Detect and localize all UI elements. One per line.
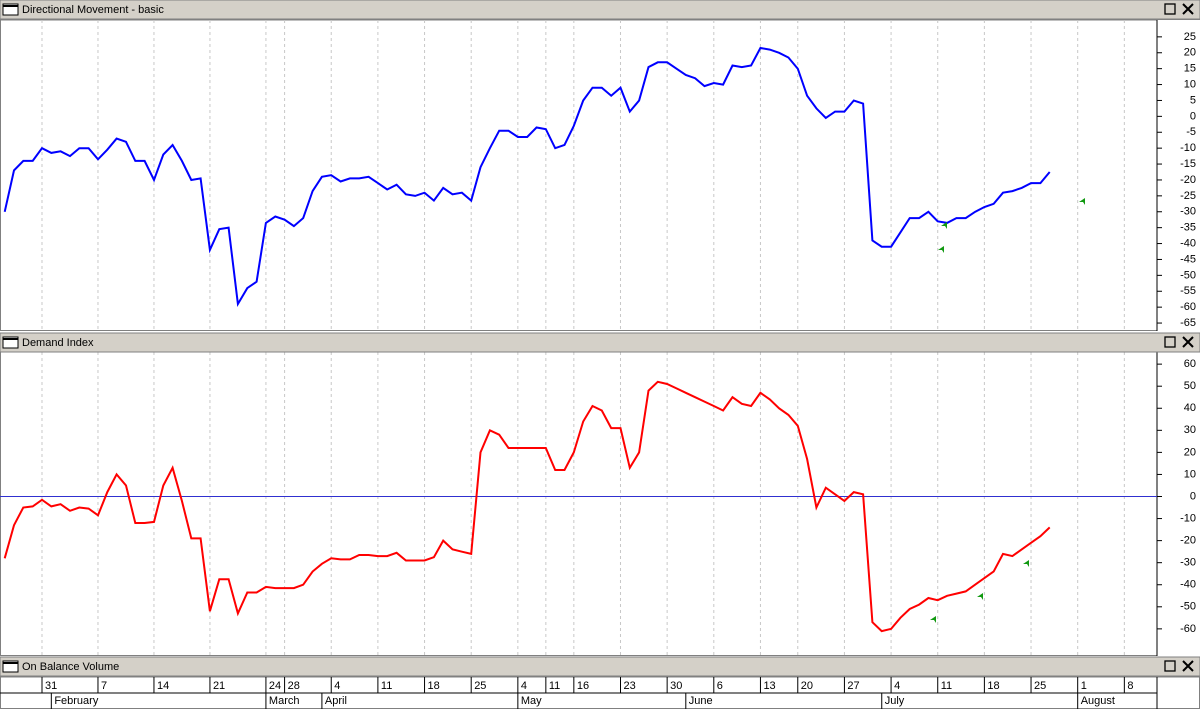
maximize-button[interactable] bbox=[1164, 336, 1176, 348]
x-tick-label: 31 bbox=[45, 680, 57, 692]
month-label: April bbox=[325, 695, 347, 707]
x-tick-label: 14 bbox=[157, 680, 169, 692]
close-button[interactable] bbox=[1182, 336, 1194, 348]
panel-title: On Balance Volume bbox=[22, 661, 119, 673]
y-tick-label: -35 bbox=[1180, 222, 1196, 234]
annotation-arrows bbox=[926, 198, 1085, 628]
y-tick-label: -10 bbox=[1180, 142, 1196, 154]
month-label: March bbox=[269, 695, 300, 707]
x-tick-label: 24 bbox=[269, 680, 281, 692]
y-tick-label: 60 bbox=[1184, 358, 1196, 370]
maximize-button[interactable] bbox=[1164, 3, 1176, 15]
y-tick-label: 25 bbox=[1184, 31, 1196, 43]
arrow bbox=[973, 593, 983, 605]
x-tick-label: 23 bbox=[623, 680, 635, 692]
y-tick-label: 10 bbox=[1184, 78, 1196, 90]
window-icon bbox=[2, 660, 19, 673]
x-tick-label: 18 bbox=[428, 680, 440, 692]
panel-title: Directional Movement - basic bbox=[22, 4, 164, 16]
y-tick-label: -30 bbox=[1180, 557, 1196, 569]
y-tick-label: -60 bbox=[1180, 623, 1196, 635]
y-tick-label: -20 bbox=[1180, 174, 1196, 186]
arrow bbox=[1075, 198, 1085, 210]
arrow bbox=[926, 616, 936, 628]
arrow bbox=[934, 246, 944, 258]
y-tick-label: -65 bbox=[1180, 317, 1196, 329]
y-tick-label: -10 bbox=[1180, 512, 1196, 524]
x-tick-label: 11 bbox=[941, 680, 952, 692]
y-tick-label: 20 bbox=[1184, 446, 1196, 458]
x-tick-label: 4 bbox=[334, 680, 340, 692]
maximize-button[interactable] bbox=[1164, 660, 1176, 672]
y-tick-label: -15 bbox=[1180, 158, 1196, 170]
x-tick-label: 18 bbox=[987, 680, 999, 692]
y-tick-label: -30 bbox=[1180, 206, 1196, 218]
month-label: May bbox=[521, 695, 542, 707]
data-line bbox=[3, 46, 1051, 308]
x-tick-label: 20 bbox=[801, 680, 813, 692]
y-tick-label: 0 bbox=[1190, 110, 1196, 122]
y-tick-label: 30 bbox=[1184, 424, 1196, 436]
y-tick-label: 40 bbox=[1184, 402, 1196, 414]
y-tick-label: 10 bbox=[1184, 468, 1196, 480]
arrow bbox=[937, 222, 947, 234]
y-tick-label: 15 bbox=[1184, 63, 1196, 75]
y-tick-label: -55 bbox=[1180, 285, 1196, 297]
y-tick-label: -25 bbox=[1180, 190, 1196, 202]
x-tick-label: 11 bbox=[381, 680, 392, 692]
y-axis-area bbox=[1157, 352, 1200, 656]
x-tick-label: 28 bbox=[288, 680, 300, 692]
y-tick-label: -5 bbox=[1186, 126, 1196, 138]
x-tick-label: 16 bbox=[577, 680, 589, 692]
y-tick-label: -40 bbox=[1180, 237, 1196, 249]
panel-title: Demand Index bbox=[22, 337, 94, 349]
x-tick-label: 13 bbox=[763, 680, 775, 692]
x-tick-label: 8 bbox=[1127, 680, 1133, 692]
arrow bbox=[1019, 560, 1029, 572]
title-bar bbox=[0, 0, 1200, 20]
close-button[interactable] bbox=[1182, 3, 1194, 15]
x-tick-label: 25 bbox=[474, 680, 486, 692]
y-tick-label: -40 bbox=[1180, 579, 1196, 591]
x-tick-label: 30 bbox=[670, 680, 682, 692]
x-tick-label: 1 bbox=[1081, 680, 1087, 692]
x-tick-label: 4 bbox=[521, 680, 527, 692]
data-line bbox=[3, 380, 1051, 633]
month-label: July bbox=[885, 695, 905, 707]
y-tick-label: 0 bbox=[1190, 490, 1196, 502]
x-tick-label: 6 bbox=[717, 680, 723, 692]
x-tick-label: 27 bbox=[847, 680, 859, 692]
y-tick-label: -45 bbox=[1180, 253, 1196, 265]
x-tick-label: 4 bbox=[894, 680, 900, 692]
close-button[interactable] bbox=[1182, 660, 1194, 672]
x-tick-label: 25 bbox=[1034, 680, 1046, 692]
window-icon bbox=[2, 336, 19, 349]
y-tick-label: 50 bbox=[1184, 380, 1196, 392]
y-tick-label: -50 bbox=[1180, 601, 1196, 613]
month-label: February bbox=[54, 695, 99, 707]
y-tick-label: -20 bbox=[1180, 535, 1196, 547]
x-tick-label: 21 bbox=[213, 680, 225, 692]
y-tick-label: 20 bbox=[1184, 47, 1196, 59]
title-bar bbox=[0, 332, 1200, 353]
x-tick-label: 11 bbox=[549, 680, 560, 692]
title-bar bbox=[0, 656, 1200, 677]
y-tick-label: -60 bbox=[1180, 301, 1196, 313]
y-tick-label: -50 bbox=[1180, 269, 1196, 281]
month-label: June bbox=[689, 695, 713, 707]
window-icon bbox=[2, 3, 19, 16]
y-tick-label: 5 bbox=[1190, 94, 1196, 106]
y-axis-area bbox=[1157, 20, 1200, 331]
month-label: August bbox=[1081, 695, 1115, 707]
x-tick-label: 7 bbox=[101, 680, 107, 692]
